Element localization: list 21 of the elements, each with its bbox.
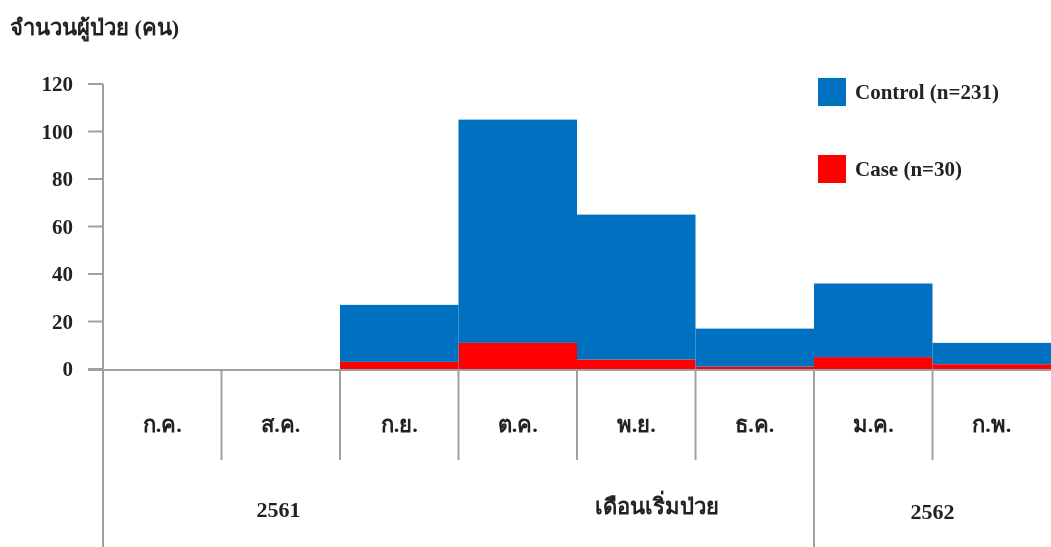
y-tick-label: 120 [41,72,73,96]
y-axis-title: จำนวนผู้ป่วย (คน) [10,15,180,42]
x-tick-label: ก.พ. [972,412,1012,437]
y-tick-label: 0 [62,357,73,381]
text: 2561 [256,497,301,522]
legend-label: Control (n=231) [855,80,999,104]
y-tick-label: 80 [52,167,73,191]
x-axis-title: เดือนเริ่มป่วย [595,490,719,519]
x-tick-label: ธ.ค. [735,412,775,437]
y-tick-label: 100 [41,119,73,144]
x-tick-label: ก.ค. [142,412,182,437]
x-tick-label: ม.ค. [852,412,894,437]
x-tick-label: ส.ค. [261,412,301,437]
x-tick-label: พ.ย. [616,412,656,437]
x-tick-label: ต.ค. [497,412,538,437]
y-tick-label: 60 [52,214,73,239]
legend-label: Case (n=30) [855,157,963,181]
y-tick-label: 40 [52,262,73,286]
x-tick-label: ก.ย. [380,412,418,437]
y-tick-label: 20 [52,309,73,334]
text: 2562 [910,499,955,524]
